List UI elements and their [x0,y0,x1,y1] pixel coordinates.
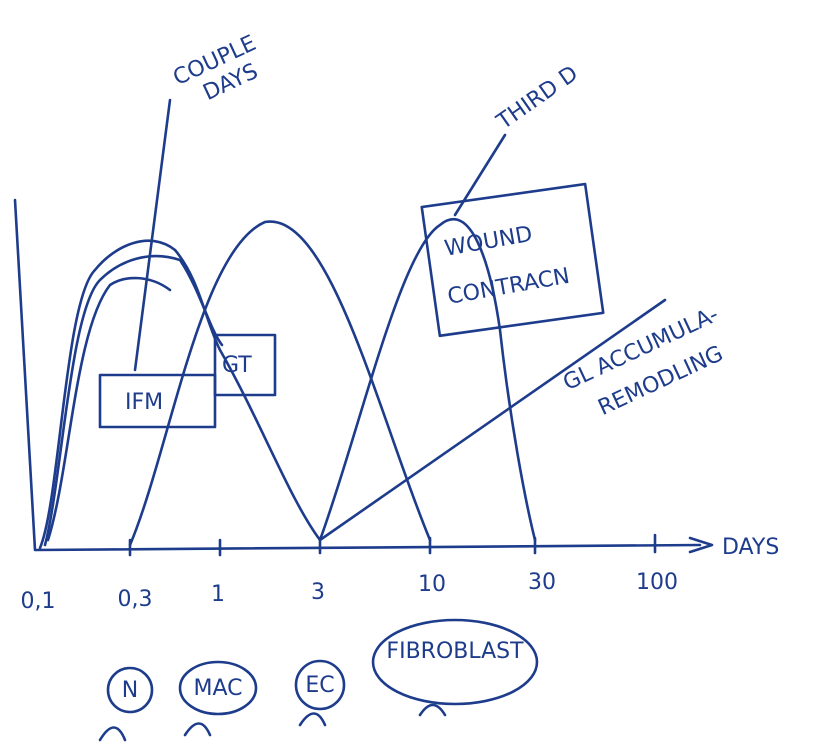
carets [98,703,447,742]
cell-label: EC [305,673,334,698]
gl-line [318,298,667,542]
tick-label: 0,3 [118,587,153,612]
cell-circle [178,660,258,716]
curve-neutrophil [38,239,322,550]
cell-circle [371,618,539,706]
curve-neutrophil-overlap [43,254,224,547]
tick-label: 30 [528,570,556,595]
pointer-line [133,98,172,372]
axis-label: DAYS [722,535,779,560]
axes [13,198,714,554]
box-label: IFM [125,390,163,415]
cell-circle [294,659,346,711]
cell-label: FIBROBLAST [386,639,524,664]
cell-label: N [122,678,138,703]
tick-label: 100 [636,570,678,595]
curve-neutrophil-overlap [46,276,172,542]
tick-label: 3 [311,580,325,605]
curve-fibroblast [318,217,537,542]
tick-label: 1 [211,582,225,607]
box [98,373,217,429]
curve-macrophage [128,220,432,547]
cell-circle [106,666,154,714]
box [213,333,277,397]
tick-label: 0,1 [21,589,56,614]
box [420,182,605,338]
cell-label: MAC [193,676,242,701]
tick-marks [128,533,657,557]
tick-label: 10 [418,572,446,597]
box-label: GT [222,353,252,378]
